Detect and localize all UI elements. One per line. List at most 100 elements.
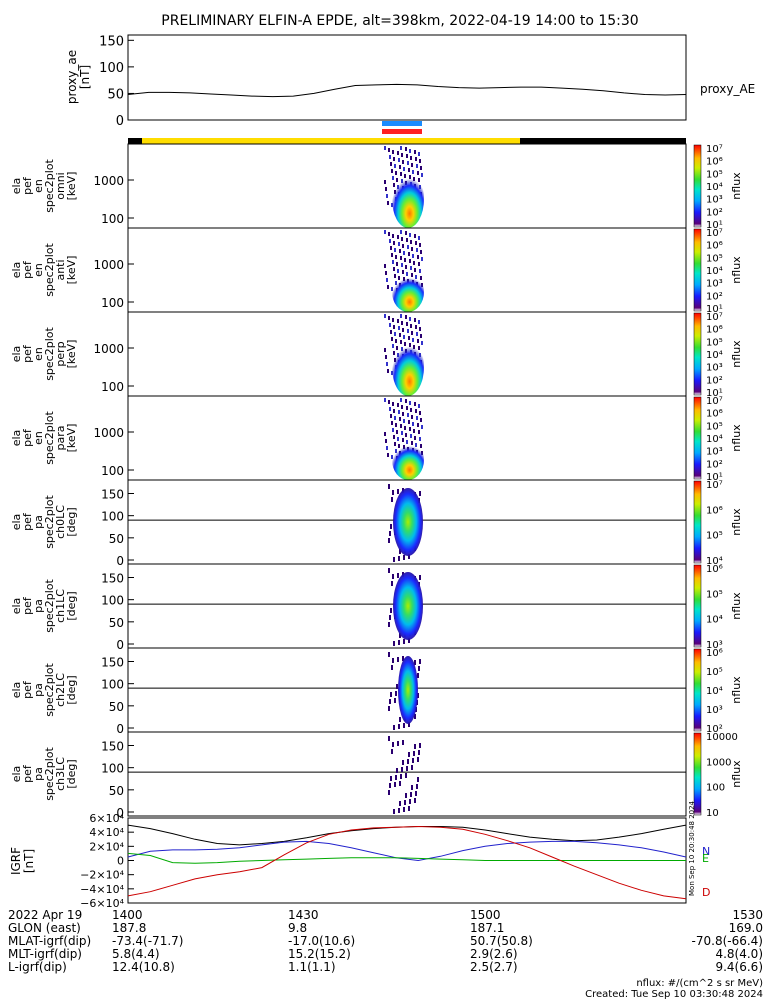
proxy-ae-panel: 0 50 100 150 proxy_AE proxy_ae [nT] — [65, 34, 755, 129]
spectrogram-pixel — [397, 741, 399, 746]
spec-ylabel-line: pa — [32, 683, 45, 697]
spectrogram-blob — [392, 440, 424, 480]
colorbar-tick-label: 10000 — [706, 732, 738, 743]
spectrogram-pixel — [385, 439, 387, 443]
spectrogram-pixel — [397, 235, 399, 239]
footer-value: 15.2(15.2) — [288, 947, 351, 961]
spectrogram-pixel — [415, 791, 417, 796]
footer-value: -73.4(-71.7) — [112, 934, 184, 948]
spectrogram-pixel — [389, 783, 391, 788]
proxy-legend: proxy_AE — [700, 82, 755, 96]
spectrogram-pixel — [393, 557, 395, 562]
spectrogram-pixel — [417, 423, 419, 427]
spectrogram-pixel — [386, 362, 388, 366]
status-bars — [128, 121, 686, 144]
spectrogram-pixel — [399, 717, 401, 722]
colorbar-tick-label: 100 — [706, 783, 725, 794]
spectrogram-pixel — [419, 743, 421, 748]
spectrogram-pixel — [397, 269, 399, 273]
spectrogram-pixel — [410, 266, 412, 270]
spec-ylabel-line: en — [32, 347, 45, 361]
spectrogram-pixel — [398, 640, 400, 645]
spec-ytick-label: 1000 — [93, 258, 124, 272]
spectrogram-pixel — [391, 169, 393, 173]
spectrogram-pixel — [394, 782, 396, 787]
spectrogram-panel-2: 1001000elapefenspec2plotperp[keV]10¹10²1… — [10, 311, 743, 399]
spectrogram-pixel — [395, 171, 397, 175]
spectrogram-pixel — [399, 781, 401, 786]
footer-value: 2.9(2.6) — [470, 947, 518, 961]
spectrogram-pixel — [388, 568, 390, 573]
footer-row: MLAT-igrf(dip) -73.4(-71.7) -17.0(10.6) 50.… — [0, 935, 775, 948]
spectrogram-pixel — [391, 287, 393, 291]
colorbar — [693, 648, 702, 732]
spectrogram-pixel — [418, 666, 420, 671]
spectrogram-pixel — [388, 538, 390, 543]
spec-ylabel-line: ela — [10, 514, 23, 531]
colorbar-tick-label: 10⁷ — [706, 480, 723, 491]
spectrogram-pixel — [392, 344, 394, 348]
spectrogram-pixel — [385, 271, 387, 275]
spectrogram-pixel — [419, 411, 421, 415]
spectrogram-pixel — [401, 263, 403, 267]
spectrogram-pixel — [398, 158, 400, 162]
spectrogram-pixel — [414, 660, 416, 665]
colorbar-tick-label: 10⁷ — [706, 312, 723, 323]
colorbar-tick-label: 10³ — [706, 447, 723, 458]
colorbar-tick-label: 10² — [706, 375, 723, 386]
spectrogram-pixel — [395, 691, 397, 696]
spectrogram-pixel — [414, 798, 416, 803]
colorbar-tick-label: 10⁴ — [706, 686, 723, 697]
spectrogram-pixel — [387, 201, 389, 205]
colorbar-tick-label: 10⁵ — [706, 253, 723, 264]
spec-ylabel-line: ch0LC — [54, 505, 67, 539]
spectrogram-pixel — [409, 427, 411, 431]
spectrogram-pixel — [405, 265, 407, 269]
units-note: nflux: #/(cm^2 s sr MeV) — [636, 978, 763, 989]
spectrogram-pixel — [413, 429, 415, 433]
spec-ylabel-line: ela — [10, 178, 23, 195]
spec-ytick-label: 1000 — [93, 174, 124, 188]
spec-ytick-label: 100 — [101, 762, 124, 776]
footer-value: 1500 — [470, 908, 501, 922]
igrf-legend-D: D — [702, 886, 710, 899]
spectrogram-pixel — [403, 167, 405, 171]
spec-ylabel-line: spec2plot — [43, 663, 56, 717]
spec-ylabel-line: spec2plot — [43, 747, 56, 801]
spec-ylabel-line: omni — [54, 172, 67, 199]
spectrogram-pixel — [400, 774, 402, 779]
spectrogram-pixel — [394, 442, 396, 446]
footer-row: MLT-igrf(dip) 5.8(4.4) 15.2(15.2) 2.9(2.6) 4… — [0, 948, 775, 961]
spectrogram-pixel — [412, 422, 414, 426]
spec-ylabel-line: spec2plot — [43, 579, 56, 633]
spectrogram-pixel — [420, 250, 422, 254]
colorbar — [693, 480, 702, 564]
spectrogram-pixel — [408, 638, 410, 643]
spectrogram-pixel — [385, 187, 387, 191]
spec-ylabel-line: pef — [21, 260, 34, 279]
igrf-ytick-label: 6×10⁴ — [89, 812, 124, 825]
spectrogram-pixel — [415, 157, 417, 161]
spectrogram-pixel — [401, 431, 403, 435]
colorbar-tick-label: 10⁶ — [706, 409, 723, 420]
spectrogram-pixel — [410, 434, 412, 438]
footer-value: 5.8(4.4) — [112, 947, 160, 961]
spectrogram-pixel — [386, 278, 388, 282]
spectrogram-pixel — [396, 430, 398, 434]
spec-ylabel-line: [keV] — [65, 256, 78, 285]
spectrogram-pixel — [406, 238, 408, 242]
spec-ylabel-line: [deg] — [65, 675, 78, 704]
spec-ylabel-line: ch3LC — [54, 757, 67, 791]
spectrogram-pixel — [394, 164, 396, 168]
igrf-ytick-label: 2×10⁴ — [89, 840, 124, 853]
igrf-ytick-label: −2×10⁴ — [80, 869, 124, 882]
spectrogram-pixel — [411, 415, 413, 419]
spectrogram-pixel — [388, 232, 390, 236]
colorbar-tick-label: 1000 — [706, 757, 731, 768]
spectrogram-pixel — [412, 758, 414, 763]
spectrogram-pixel — [386, 194, 388, 198]
spec-ytick-label: 50 — [109, 784, 124, 798]
spec-ylabel-line: para — [54, 426, 67, 451]
